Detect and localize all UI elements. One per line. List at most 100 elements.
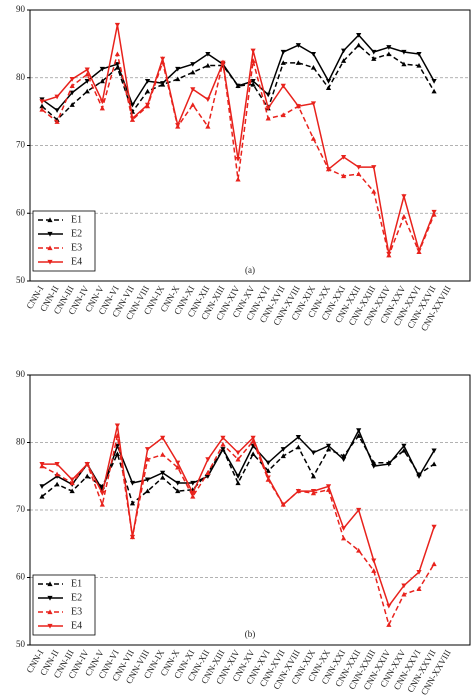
marker (220, 60, 226, 66)
marker (129, 534, 136, 540)
panel: 5060708090CNN-ICNN-IICNN-IIICNN-IVCNN-VC… (16, 369, 471, 697)
marker (250, 79, 256, 84)
marker (431, 79, 437, 84)
marker (371, 49, 377, 55)
marker (235, 176, 241, 182)
marker (310, 101, 317, 107)
marker (99, 105, 105, 111)
marker (371, 558, 377, 564)
marker (371, 568, 377, 573)
legend-marker (47, 217, 53, 223)
marker (129, 500, 136, 506)
marker (356, 547, 362, 553)
marker (416, 570, 422, 575)
marker (69, 83, 75, 88)
marker (386, 251, 392, 257)
marker (190, 69, 196, 75)
marker (280, 49, 286, 55)
series-line (41, 434, 435, 505)
marker (416, 62, 422, 68)
marker (99, 99, 105, 105)
legend: E1 E2 E3 E4 (32, 574, 96, 636)
marker (356, 165, 362, 170)
marker (39, 99, 45, 105)
marker (401, 583, 407, 589)
marker (205, 474, 211, 479)
marker (190, 102, 196, 107)
marker (325, 446, 332, 452)
marker (175, 488, 181, 494)
marker (54, 471, 60, 477)
marker (280, 447, 286, 452)
marker (250, 48, 256, 54)
marker (54, 462, 60, 467)
marker (160, 452, 166, 457)
legend-label: E1 (71, 578, 82, 589)
marker (431, 88, 437, 94)
y-tick-label: 70 (16, 504, 26, 514)
legend-label: E3 (71, 606, 82, 617)
marker (160, 435, 166, 441)
marker (386, 51, 392, 57)
marker (310, 473, 317, 479)
marker (39, 106, 45, 112)
caption: (b) (245, 629, 256, 639)
y-tick-label: 50 (16, 275, 26, 285)
marker (190, 62, 196, 67)
marker (371, 188, 377, 194)
marker (250, 435, 256, 441)
marker (175, 123, 181, 128)
marker (356, 32, 362, 38)
marker (265, 92, 271, 98)
marker (401, 49, 407, 55)
y-tick-label: 60 (16, 207, 26, 217)
marker (310, 450, 317, 456)
marker (175, 464, 181, 470)
marker (144, 447, 151, 452)
marker (114, 451, 120, 457)
marker (190, 491, 196, 496)
marker (265, 468, 271, 473)
y-tick-label: 90 (16, 4, 26, 14)
marker (295, 489, 301, 494)
marker (205, 123, 211, 129)
marker (84, 88, 90, 94)
plot-frame (29, 374, 471, 646)
marker (235, 83, 241, 89)
marker (84, 67, 90, 73)
legend-marker (47, 259, 53, 265)
legend-marker (47, 609, 53, 615)
marker (356, 433, 362, 438)
marker (431, 561, 437, 567)
marker (84, 79, 90, 84)
marker (39, 103, 45, 109)
marker (54, 119, 60, 124)
marker (160, 56, 166, 62)
legend-marker (47, 595, 53, 601)
panel: 5060708090CNN-ICNN-IICNN-IIICNN-IVCNN-VC… (16, 4, 471, 333)
y-tick-label: 70 (16, 140, 26, 150)
marker (69, 488, 75, 494)
marker (401, 214, 407, 219)
marker (175, 460, 181, 466)
marker (341, 535, 347, 541)
marker (129, 480, 136, 486)
legend: E1 E2 E3 E4 (32, 210, 96, 272)
marker (235, 156, 241, 162)
marker (190, 493, 196, 499)
marker (69, 77, 75, 82)
marker (325, 167, 332, 172)
y-tick-label: 80 (16, 437, 26, 447)
marker (235, 480, 241, 486)
plot-frame (29, 9, 471, 282)
y-tick-label: 90 (16, 369, 26, 379)
marker (129, 116, 136, 121)
marker (69, 102, 75, 107)
marker (190, 87, 196, 92)
marker (356, 507, 362, 513)
legend-label: E1 (71, 214, 82, 225)
marker (205, 62, 211, 68)
marker (99, 66, 105, 72)
marker (144, 88, 151, 94)
marker (401, 591, 407, 597)
